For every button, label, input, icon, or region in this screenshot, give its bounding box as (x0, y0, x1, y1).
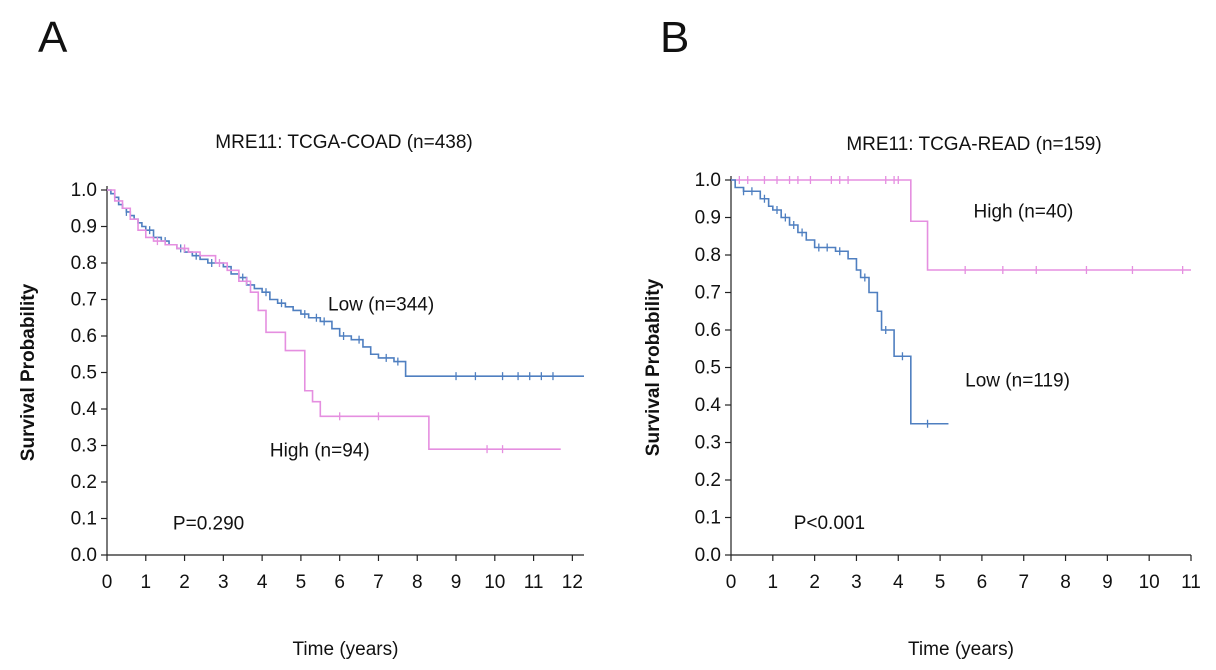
x-tick-label: 8 (1060, 572, 1071, 593)
y-tick-label: 0.8 (71, 253, 97, 274)
series-line-high (731, 179, 1191, 271)
y-tick-label: 0.9 (71, 217, 97, 238)
y-tick-label: 1.0 (71, 180, 97, 201)
x-tick-label: 8 (412, 572, 423, 593)
x-tick-label: 11 (1181, 572, 1201, 593)
chart-panel-b: B MRE11: TCGA-READ (n=159) 0.0 0.1 0.2 0.3 0.4… (643, 13, 1201, 660)
x-tick-label: 7 (373, 572, 384, 593)
y-tick-label: 0.7 (71, 290, 97, 311)
x-tick-label: 3 (218, 572, 229, 593)
x-tick-label: 0 (726, 572, 737, 593)
x-axis-label: Time (years) (908, 639, 1014, 660)
series-line-low (107, 189, 584, 377)
x-tick-label: 9 (1102, 572, 1113, 593)
y-tick-label: 0.3 (71, 436, 97, 457)
x-tick-label: 10 (1139, 572, 1160, 593)
annotation-low-label: Low (n=119) (965, 370, 1070, 391)
x-tick-label: 4 (893, 572, 904, 593)
y-tick-label: 0.0 (71, 545, 97, 566)
annotation-high-label: High (n=94) (270, 440, 370, 461)
annotation-high-label: High (n=40) (974, 202, 1074, 223)
x-tick-label: 11 (524, 572, 544, 593)
y-axis-label: Survival Probability (643, 278, 664, 456)
annotation-p-value: P=0.290 (173, 513, 244, 534)
y-tick-label: 0.1 (71, 509, 97, 530)
x-tick-label: 7 (1018, 572, 1029, 593)
x-tick-label: 3 (851, 572, 862, 593)
x-tick-label: 5 (935, 572, 946, 593)
y-tick-label: 0.5 (695, 358, 721, 379)
x-tick-label: 12 (562, 572, 583, 593)
y-tick-label: 0.1 (695, 508, 721, 529)
y-tick-label: 0.2 (71, 472, 97, 493)
chart-title: MRE11: TCGA-READ (n=159) (846, 134, 1101, 155)
y-tick-label: 0.3 (695, 433, 721, 454)
y-tick-label: 0.4 (71, 399, 98, 420)
x-tick-label: 9 (451, 572, 462, 593)
annotation-low-label: Low (n=344) (328, 294, 434, 315)
y-tick-label: 0.7 (695, 283, 721, 304)
y-tick-label: 0.5 (71, 363, 97, 384)
chart-title: MRE11: TCGA-COAD (n=438) (215, 132, 472, 153)
y-tick-label: 0.6 (695, 320, 721, 341)
panel-letter: A (38, 13, 68, 62)
y-tick-label: 0.2 (695, 470, 721, 491)
annotation-p-value: P<0.001 (794, 513, 865, 534)
x-tick-label: 6 (334, 572, 345, 593)
x-axis-label: Time (years) (293, 639, 399, 660)
y-tick-label: 0.8 (695, 245, 721, 266)
y-tick-label: 1.0 (695, 170, 721, 191)
x-tick-label: 4 (257, 572, 268, 593)
x-tick-label: 6 (977, 572, 988, 593)
y-tick-label: 0.9 (695, 208, 721, 229)
x-tick-label: 5 (296, 572, 307, 593)
x-tick-label: 1 (140, 572, 151, 593)
x-tick-label: 1 (768, 572, 779, 593)
y-tick-label: 0.0 (695, 545, 721, 566)
y-tick-label: 0.6 (71, 326, 97, 347)
x-tick-label: 2 (179, 572, 190, 593)
series-line-low (731, 179, 949, 425)
y-axis-label: Survival Probability (18, 283, 39, 461)
x-tick-label: 0 (102, 572, 113, 593)
chart-panel-a: A MRE11: TCGA-COAD (n=438) 0.0 0.1 0.2 0.3 0.4… (18, 13, 584, 660)
x-tick-label: 2 (809, 572, 820, 593)
series-line-high (107, 189, 561, 450)
panel-letter: B (660, 13, 689, 62)
x-tick-label: 10 (484, 572, 505, 593)
y-tick-label: 0.4 (695, 395, 722, 416)
